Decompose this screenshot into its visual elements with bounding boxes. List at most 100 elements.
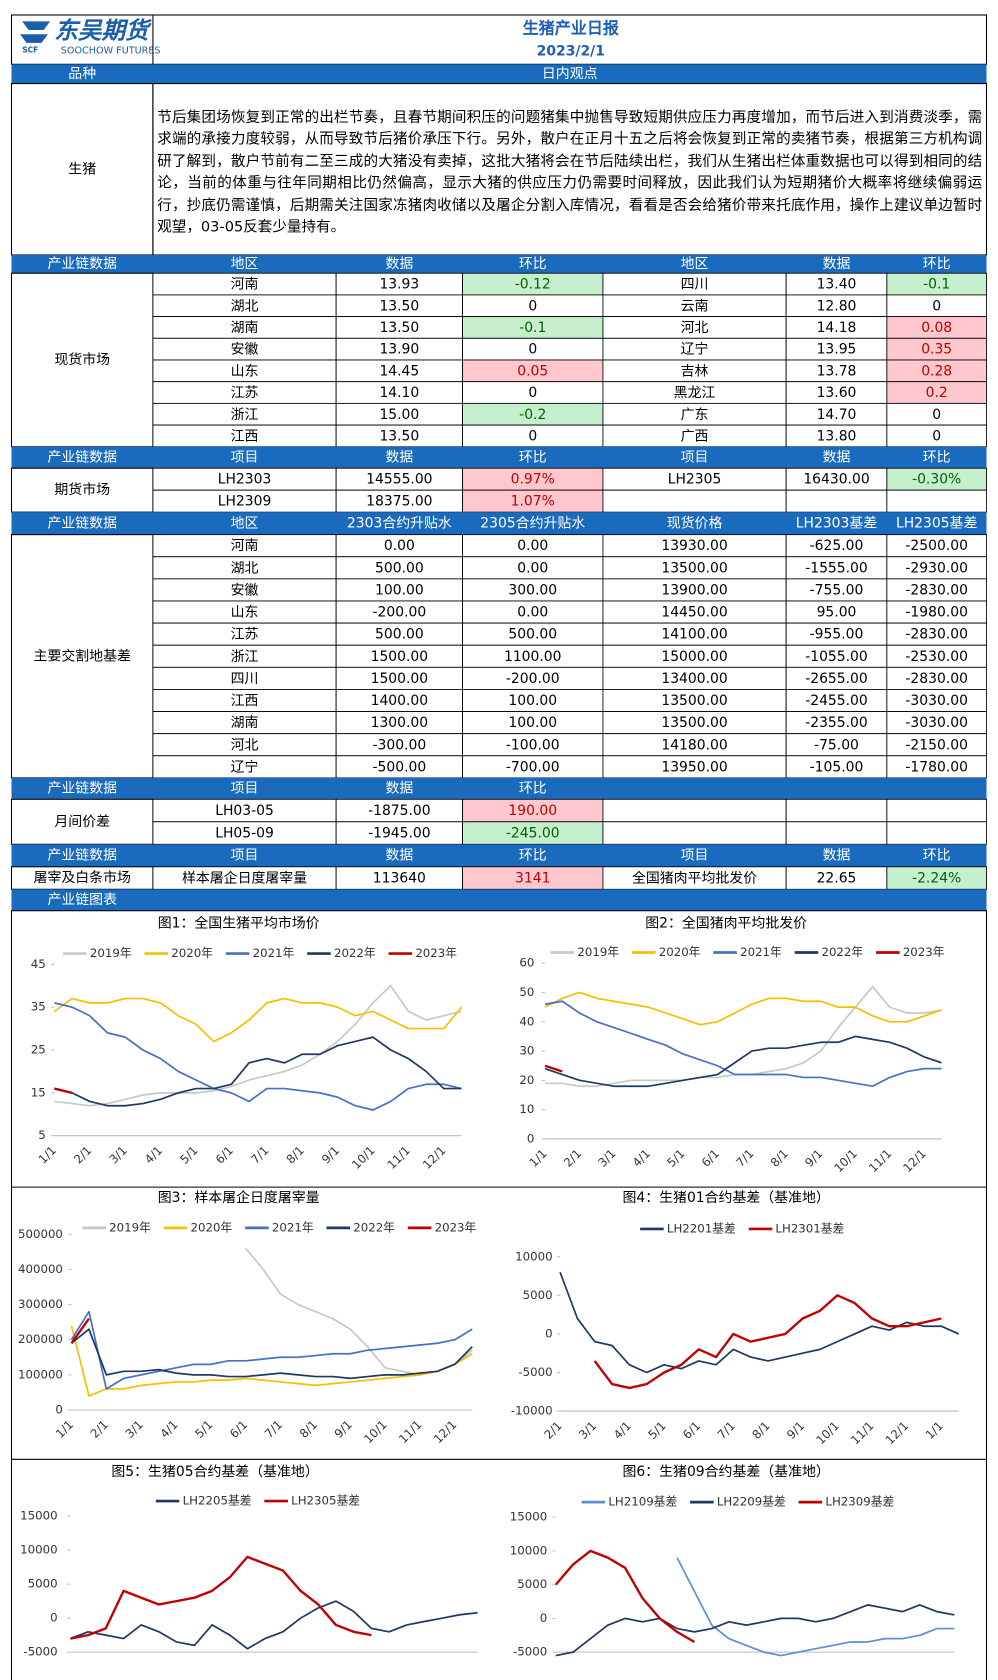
chart-title: 图1：全国生猪平均市场价 [158, 915, 320, 932]
table-value: 云南 [681, 298, 709, 314]
table-value: 500.00 [508, 627, 557, 643]
y-tick-label: 15000 [20, 1509, 57, 1523]
table-value: 1400.00 [371, 693, 429, 709]
table-value: -200.00 [373, 605, 427, 621]
series-line [676, 1557, 955, 1657]
table-value: 0 [932, 407, 941, 423]
y-tick-label: 15000 [510, 1510, 547, 1524]
legend-label: LH2309基差 [825, 1495, 894, 1509]
table-value: 0 [528, 385, 537, 401]
table-value: 0.28 [921, 363, 952, 379]
table-value: 13.90 [379, 342, 419, 358]
legend-label: 2021年 [253, 946, 295, 960]
table-value: 湖北 [231, 560, 259, 576]
series-line [544, 1000, 942, 1088]
y-tick-label: 0 [527, 1131, 535, 1145]
table-value: 300.00 [508, 582, 557, 598]
header-label: 环比 [923, 450, 951, 466]
view-text-box: 节后集团场恢复到正常的出栏节奏，且春节期间积压的问题猪集中抛售导致短期供应压力再… [157, 109, 982, 235]
table-value: 广东 [681, 407, 709, 423]
header-label: 环比 [519, 256, 547, 272]
table-value: 全国猪肉平均批发价 [632, 870, 757, 887]
table-value: 0 [932, 428, 941, 444]
y-tick-label: 0 [50, 1611, 58, 1625]
table-value: -1780.00 [905, 759, 968, 775]
header-bar [11, 844, 987, 867]
table-value: -3030.00 [905, 693, 968, 709]
table-value: 13950.00 [661, 759, 727, 775]
header-label: 项目 [231, 450, 259, 466]
header-label: 日内观点 [542, 66, 598, 82]
table-value: 浙江 [231, 649, 259, 665]
header-label: 2303合约升贴水 [347, 515, 452, 531]
y-tick-label: 10 [519, 1102, 534, 1116]
header-label: LH2305基差 [896, 514, 978, 531]
y-tick-label: -5000 [513, 1645, 547, 1659]
header-label: 产业链图表 [47, 892, 117, 908]
table-value: -0.12 [515, 277, 551, 293]
table-cell [785, 489, 888, 513]
table-value: 100.00 [508, 693, 557, 709]
y-tick-label: 400000 [18, 1262, 63, 1276]
table-value: -1945.00 [368, 826, 431, 842]
y-tick-label: 60 [519, 956, 534, 970]
table-value: LH05-09 [215, 826, 274, 842]
table-value: 河北 [231, 737, 259, 753]
header-label: 产业链数据 [47, 515, 117, 531]
legend-label: 2022年 [353, 1220, 395, 1234]
y-tick-label: 30 [519, 1044, 534, 1058]
table-value: LH2305 [668, 472, 722, 488]
row-label: 月间价差 [54, 814, 110, 830]
header-label: 数据 [385, 781, 413, 797]
table-cell [602, 821, 787, 845]
table-value: 13.93 [379, 277, 419, 293]
legend: LH2201基差 LH2301基差 [640, 1221, 845, 1235]
y-tick-label: 200000 [18, 1332, 63, 1346]
series-line [555, 1604, 955, 1657]
table-value: -300.00 [373, 737, 427, 753]
y-tick-label: 5000 [517, 1577, 547, 1591]
header-label: 地区 [231, 515, 259, 531]
table-value: 13.50 [379, 320, 419, 336]
table-cell [886, 489, 987, 513]
table-value: 1500.00 [371, 671, 429, 687]
series-line [544, 991, 942, 1026]
legend-label: 2022年 [821, 945, 863, 959]
header-label: 项目 [681, 450, 709, 466]
table-value: 18375.00 [366, 494, 432, 510]
series-line [54, 984, 462, 1107]
chart-title: 图2：全国猪肉平均批发价 [645, 915, 807, 932]
legend: 2019年 2020年 2021年 2022年 2023年 [63, 946, 457, 960]
table-cell [785, 821, 888, 845]
logo-text: 东吴期货 [54, 17, 152, 45]
header-label: 环比 [519, 781, 547, 797]
y-tick-label: 5000 [523, 1288, 553, 1302]
table-value: 江苏 [231, 385, 259, 401]
header-label: 现货价格 [667, 514, 723, 531]
series-line [70, 1310, 473, 1390]
table-value: 0.2 [926, 385, 948, 401]
table-value: 13.40 [817, 277, 857, 293]
legend-label: 2020年 [191, 1220, 233, 1234]
table-value: -2530.00 [905, 649, 968, 665]
header-label: 环比 [923, 848, 951, 864]
logo-subtext: SOOCHOW FUTURES [61, 45, 161, 56]
table-value: -0.1 [519, 320, 546, 336]
table-value: 500.00 [375, 560, 424, 576]
series-line [554, 1549, 696, 1643]
legend-label: LH2201基差 [667, 1221, 736, 1235]
table-value: 16430.00 [803, 472, 869, 488]
table-value: 浙江 [231, 407, 259, 423]
header-label: 环比 [923, 256, 951, 272]
table-value: 0 [528, 428, 537, 444]
header-label: LH2303基差 [796, 514, 878, 531]
legend-label: 2023年 [435, 1220, 477, 1234]
series-line [54, 1087, 73, 1095]
table-value: -75.00 [814, 737, 859, 753]
table-value: 190.00 [508, 803, 557, 819]
legend-label: LH2205基差 [183, 1494, 252, 1508]
series-line [54, 1036, 462, 1107]
table-value: -955.00 [810, 627, 864, 643]
header-bar [11, 255, 987, 274]
